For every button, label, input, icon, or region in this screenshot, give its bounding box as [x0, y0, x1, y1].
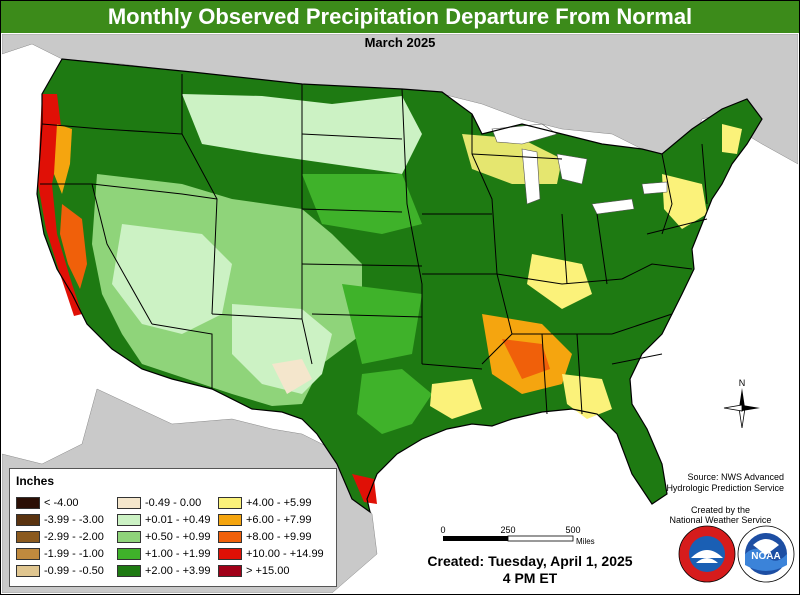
north-arrow-icon: N	[723, 378, 760, 429]
legend-title: Inches	[16, 474, 55, 488]
legend-swatch	[218, 514, 242, 527]
legend-item: > +15.00	[218, 565, 289, 578]
legend-swatch	[218, 531, 242, 544]
legend-swatch	[16, 548, 40, 561]
legend-swatch	[16, 514, 40, 527]
legend-swatch	[117, 565, 141, 578]
svg-text:250: 250	[500, 525, 515, 535]
legend-panel: Inches < -4.00 -3.99 - -3.00 -2.99 - -2.…	[9, 468, 337, 587]
us-border	[36, 58, 763, 514]
legend-swatch	[117, 497, 141, 510]
legend-item: +6.00 - +7.99	[218, 514, 311, 527]
legend-item: +2.00 - +3.99	[117, 565, 210, 578]
legend-item: +4.00 - +5.99	[218, 497, 311, 510]
source-line: Hydrologic Prediction Service	[666, 483, 784, 493]
legend-item: -2.99 - -2.00	[16, 531, 104, 544]
legend-item: +1.00 - +1.99	[117, 548, 210, 561]
source-line: Source: NWS Advanced	[687, 472, 784, 482]
legend-swatch	[16, 565, 40, 578]
map-title: Monthly Observed Precipitation Departure…	[1, 1, 799, 33]
legend-swatch	[218, 497, 242, 510]
svg-text:500: 500	[565, 525, 580, 535]
legend-item: < -4.00	[16, 497, 79, 510]
legend-swatch	[16, 531, 40, 544]
svg-text:0: 0	[440, 525, 445, 535]
svg-text:Miles: Miles	[576, 537, 595, 546]
nws-logo-icon	[678, 525, 736, 583]
legend-item: +0.50 - +0.99	[117, 531, 210, 544]
noaa-logo-icon: NOAA	[737, 525, 795, 583]
north-label: N	[739, 378, 746, 388]
legend-item: -3.99 - -3.00	[16, 514, 104, 527]
legend-swatch	[218, 548, 242, 561]
svg-text:NOAA: NOAA	[751, 551, 780, 562]
legend-item: -0.49 - 0.00	[117, 497, 201, 510]
legend-swatch	[117, 548, 141, 561]
legend-swatch	[16, 497, 40, 510]
precipitation-map	[2, 34, 798, 593]
legend-swatch	[117, 531, 141, 544]
legend-swatch	[117, 514, 141, 527]
legend-item: +0.01 - +0.49	[117, 514, 210, 527]
state-boundaries	[40, 74, 708, 415]
legend-item: -1.99 - -1.00	[16, 548, 104, 561]
legend-item: -0.99 - -0.50	[16, 565, 104, 578]
legend-swatch	[218, 565, 242, 578]
legend-item: +10.00 - +14.99	[218, 548, 324, 561]
legend-item: +8.00 - +9.99	[218, 531, 311, 544]
scale-bar: 0 250 500 Miles	[440, 525, 595, 546]
created-timestamp: Created: Tuesday, April 1, 2025 4 PM ET	[427, 553, 633, 586]
map-subtitle: March 2025	[364, 35, 436, 50]
credit-note: Created by the National Weather Service	[669, 505, 772, 525]
source-note: Source: NWS Advanced Hydrologic Predicti…	[666, 472, 784, 494]
